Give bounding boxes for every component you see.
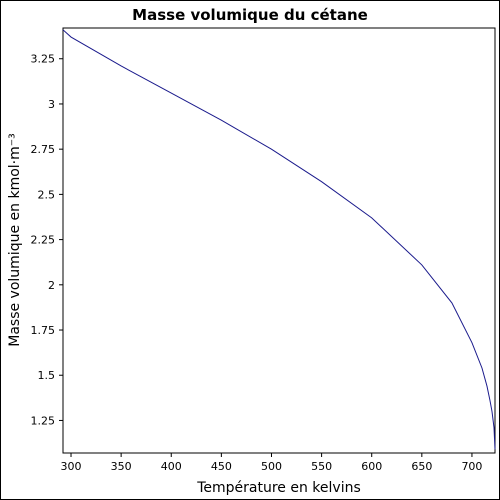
y-tick-label: 2.75	[31, 143, 56, 156]
y-tick-label: 3.25	[31, 53, 56, 66]
x-tick-label: 450	[211, 460, 232, 473]
x-tick-label: 500	[261, 460, 282, 473]
y-axis: 1.25 1.5 1.75 2 2.25 2.5 2.75 3 3.25	[31, 53, 63, 427]
y-axis-title: Masse volumique en kmol·m⁻³	[7, 133, 23, 347]
y-tick-label: 1.75	[31, 324, 56, 337]
x-tick-label: 600	[361, 460, 382, 473]
x-axis: 300 350 400 450 500 550 600 650 700	[61, 453, 482, 473]
x-tick-label: 550	[311, 460, 332, 473]
y-tick-label: 3	[48, 98, 55, 111]
x-tick-label: 700	[461, 460, 482, 473]
x-tick-label: 400	[161, 460, 182, 473]
y-tick-label: 1.25	[31, 414, 56, 427]
chart-title: Masse volumique du cétane	[132, 6, 368, 24]
y-tick-label: 2.5	[38, 188, 56, 201]
y-tick-label: 2.25	[31, 234, 56, 247]
x-tick-label: 650	[411, 460, 432, 473]
plot-area	[62, 27, 496, 454]
y-tick-label: 1.5	[38, 369, 56, 382]
x-tick-label: 350	[111, 460, 132, 473]
series-line	[62, 29, 496, 450]
y-tick-label: 2	[48, 279, 55, 292]
x-tick-label: 300	[61, 460, 82, 473]
x-axis-title: Température en kelvins	[196, 480, 361, 496]
